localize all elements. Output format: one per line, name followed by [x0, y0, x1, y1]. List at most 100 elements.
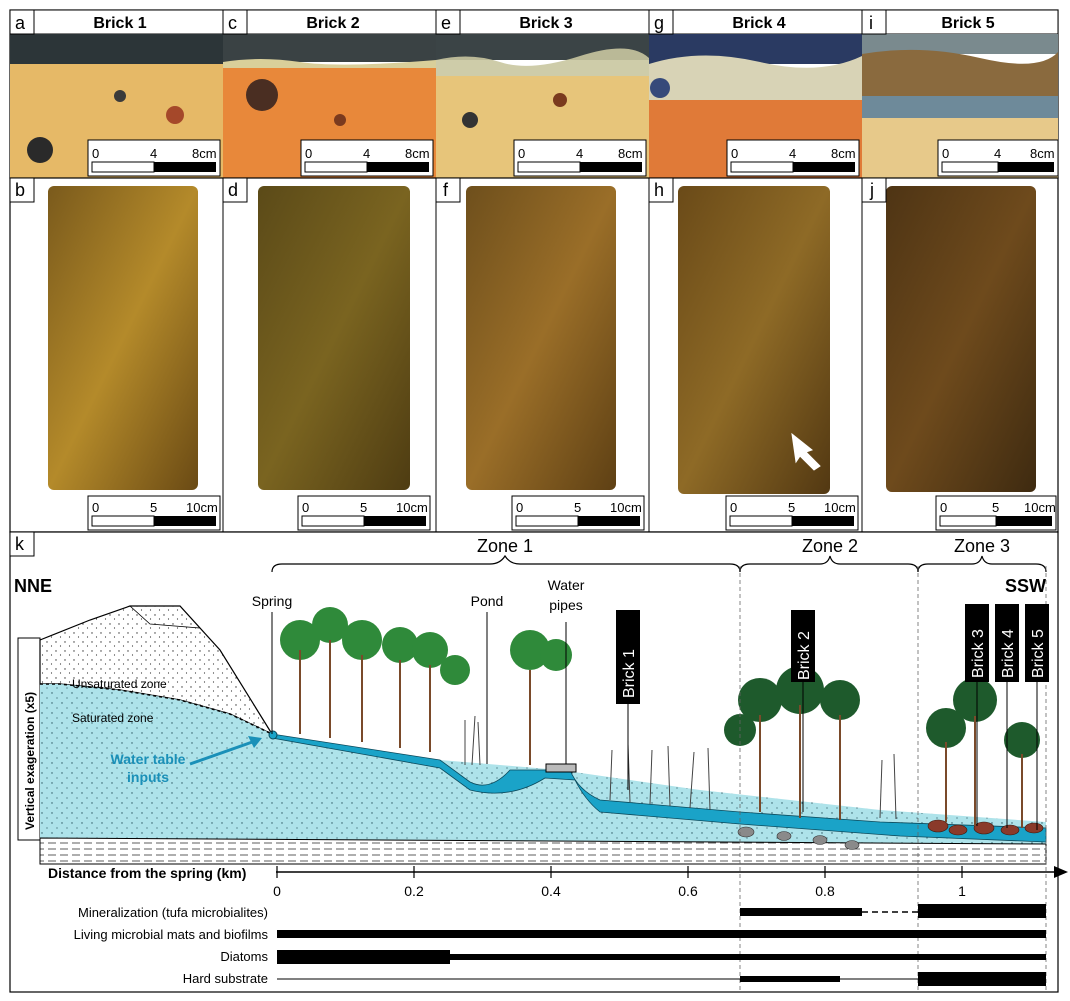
svg-text:8cm: 8cm [618, 146, 643, 161]
svg-text:8cm: 8cm [192, 146, 217, 161]
svg-text:0: 0 [940, 500, 947, 515]
panel-letter-j: j [869, 180, 874, 200]
brick-photo-2 [258, 186, 410, 490]
brick-2-label: Brick 2 [796, 631, 813, 680]
panel-title-brick-1: Brick 1 [93, 15, 146, 32]
scalebar-top-e: 0 4 8cm [513, 139, 647, 177]
bar-hard-substrate-2 [918, 972, 1046, 986]
bar-hard-substrate-1 [740, 976, 840, 982]
vertical-exaggeration-label: Vertical exageration (x5) [23, 692, 37, 830]
water-pipe [545, 763, 577, 773]
brick-photo-4 [678, 186, 830, 494]
panel-letter-i: i [869, 13, 873, 33]
range-bars: Mineralization (tufa microbialites) Livi… [74, 904, 1046, 986]
water-table-label-1: Water table [111, 751, 186, 767]
scalebar-mid-group: 0 5 10cm 0 5 10cm 0 5 10cm [87, 495, 1057, 531]
svg-text:4: 4 [363, 146, 370, 161]
scalebar-mid-d: 0 5 10cm [297, 495, 431, 531]
panel-letter-g: g [654, 13, 664, 33]
svg-text:5: 5 [574, 500, 581, 515]
bar-mineralization-1 [740, 908, 862, 916]
panel-letter-d: d [228, 180, 238, 200]
svg-text:10cm: 10cm [824, 500, 856, 515]
brick-4-label: Brick 4 [1000, 629, 1017, 678]
stones [737, 826, 860, 850]
panel-title-brick-3: Brick 3 [519, 15, 572, 32]
unsaturated-zone-label: Unsaturated zone [72, 677, 167, 691]
svg-text:10cm: 10cm [396, 500, 428, 515]
scalebar-mid-h: 0 5 10cm [725, 495, 859, 531]
svg-text:5: 5 [150, 500, 157, 515]
panel-letter-c: c [228, 13, 237, 33]
zone-2-label: Zone 2 [802, 536, 858, 556]
arrow-icon [791, 432, 821, 471]
brick-photo-5 [886, 186, 1036, 492]
svg-text:10cm: 10cm [610, 500, 642, 515]
svg-text:4: 4 [576, 146, 583, 161]
direction-nne: NNE [14, 576, 52, 596]
bar-label-microbial-mats: Living microbial mats and biofilms [74, 927, 269, 942]
saturated-zone-area [40, 684, 1046, 844]
brick-photo-3 [466, 186, 616, 490]
axis-tick-0: 0 [273, 883, 281, 899]
scalebar-top-a: 0 4 8cm [87, 139, 221, 177]
svg-text:10cm: 10cm [1024, 500, 1056, 515]
panel-title-brick-2: Brick 2 [306, 15, 359, 32]
svg-text:0: 0 [942, 146, 949, 161]
panel-letter-a: a [15, 13, 26, 33]
bar-label-diatoms: Diatoms [220, 949, 268, 964]
water-pipes-label-2: pipes [549, 597, 582, 613]
photo-row-top: a Brick 1 c Brick 2 e Brick 3 g Brick 4 … [9, 9, 1059, 179]
distance-axis: Distance from the spring (km) 0 0.2 0.4 … [48, 865, 1068, 899]
svg-text:0: 0 [516, 500, 523, 515]
axis-tick-0.2: 0.2 [404, 883, 424, 899]
water-pipes-label-1: Water [548, 577, 585, 593]
panel-letter-k: k [15, 534, 25, 554]
scalebar-top-i: 0 4 8cm [937, 139, 1059, 177]
bar-mineralization-2 [918, 904, 1046, 918]
svg-text:0: 0 [730, 500, 737, 515]
water-table-arrow-icon [189, 736, 262, 766]
axis-tick-0.8: 0.8 [815, 883, 835, 899]
direction-ssw: SSW [1005, 576, 1046, 596]
panel-title-brick-5: Brick 5 [941, 15, 994, 32]
svg-text:5: 5 [992, 500, 999, 515]
tufa-deposits [927, 819, 1044, 836]
water-table-label-2: inputs [127, 769, 169, 785]
zone-braces [271, 554, 1047, 573]
spring-label: Spring [252, 593, 292, 609]
brick-labels: Brick 1 Brick 2 Brick 3 Brick 4 Brick 5 [616, 604, 1049, 704]
brick-1-label: Brick 1 [621, 649, 638, 698]
axis-tick-0.6: 0.6 [678, 883, 698, 899]
bar-microbial-mats [277, 930, 1046, 938]
bar-label-hard-substrate: Hard substrate [183, 971, 268, 986]
brick-5-label: Brick 5 [1030, 629, 1047, 678]
svg-text:8cm: 8cm [831, 146, 856, 161]
brick-3-label: Brick 3 [970, 629, 987, 678]
axis-tick-1: 1 [958, 883, 966, 899]
scalebar-top-c: 0 4 8cm [300, 139, 434, 177]
svg-text:0: 0 [305, 146, 312, 161]
distance-axis-label: Distance from the spring (km) [48, 865, 246, 881]
photo-row-bricks: b d f h j 0 5 10cm 0 5 10cm [9, 177, 1059, 533]
svg-text:8cm: 8cm [405, 146, 430, 161]
svg-text:0: 0 [92, 146, 99, 161]
scalebar-top-group: 0 4 8cm 0 4 8cm 0 4 8cm [87, 139, 1059, 177]
scalebar-mid-b: 0 5 10cm [87, 495, 221, 531]
brick-photo-1 [48, 186, 198, 490]
scalebar-top-g: 0 4 8cm [726, 139, 860, 177]
zone-1-label: Zone 1 [477, 536, 533, 556]
svg-text:10cm: 10cm [186, 500, 218, 515]
cross-section-panel: k Zone 1 Zone 2 Zone 3 NNE SSW Vertical … [9, 531, 1068, 993]
saturated-zone-label: Saturated zone [72, 711, 154, 725]
svg-text:5: 5 [788, 500, 795, 515]
panel-letter-f: f [443, 180, 449, 200]
svg-text:0: 0 [92, 500, 99, 515]
svg-text:0: 0 [302, 500, 309, 515]
bar-diatoms-2 [450, 954, 1046, 960]
scalebar-mid-f: 0 5 10cm [511, 495, 645, 531]
panel-letter-b: b [15, 180, 25, 200]
svg-text:4: 4 [150, 146, 157, 161]
panel-title-brick-4: Brick 4 [732, 15, 785, 32]
